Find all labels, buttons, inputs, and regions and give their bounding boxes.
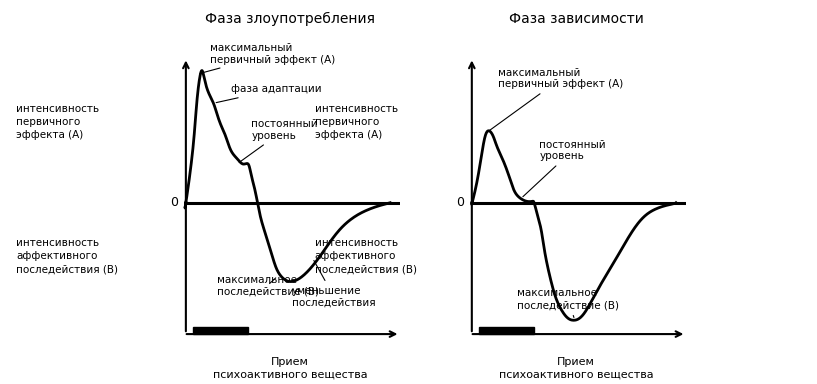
Text: постоянный
уровень: постоянный уровень (523, 140, 606, 197)
Text: уменьшение
последействия: уменьшение последействия (292, 260, 376, 307)
Text: Прием
психоактивного вещества: Прием психоактивного вещества (498, 357, 654, 379)
Text: максимальное
последействие (В): максимальное последействие (В) (516, 288, 618, 318)
Text: Фаза злоупотребления: Фаза злоупотребления (205, 12, 375, 26)
Text: интенсивность
аффективного
последействия (В): интенсивность аффективного последействия… (315, 238, 417, 275)
Bar (479, 327, 534, 334)
Text: 0: 0 (456, 196, 463, 209)
Bar (193, 327, 248, 334)
Text: максимальное
последействие (В): максимальное последействие (В) (217, 275, 319, 296)
Text: интенсивность
первичного
эффекта (А): интенсивность первичного эффекта (А) (16, 104, 100, 140)
Text: 0: 0 (170, 196, 178, 209)
Text: максимальный
первичный эффект (А): максимальный первичный эффект (А) (488, 68, 623, 132)
Text: Фаза зависимости: Фаза зависимости (508, 12, 644, 25)
Text: Прием
психоактивного вещества: Прием психоактивного вещества (212, 357, 368, 379)
Text: постоянный
уровень: постоянный уровень (239, 119, 318, 162)
Text: интенсивность
первичного
эффекта (А): интенсивность первичного эффекта (А) (315, 104, 398, 140)
Text: максимальный
первичный эффект (А): максимальный первичный эффект (А) (200, 43, 336, 73)
Text: интенсивность
аффективного
последействия (В): интенсивность аффективного последействия… (16, 238, 118, 275)
Text: фаза адаптации: фаза адаптации (217, 84, 321, 103)
